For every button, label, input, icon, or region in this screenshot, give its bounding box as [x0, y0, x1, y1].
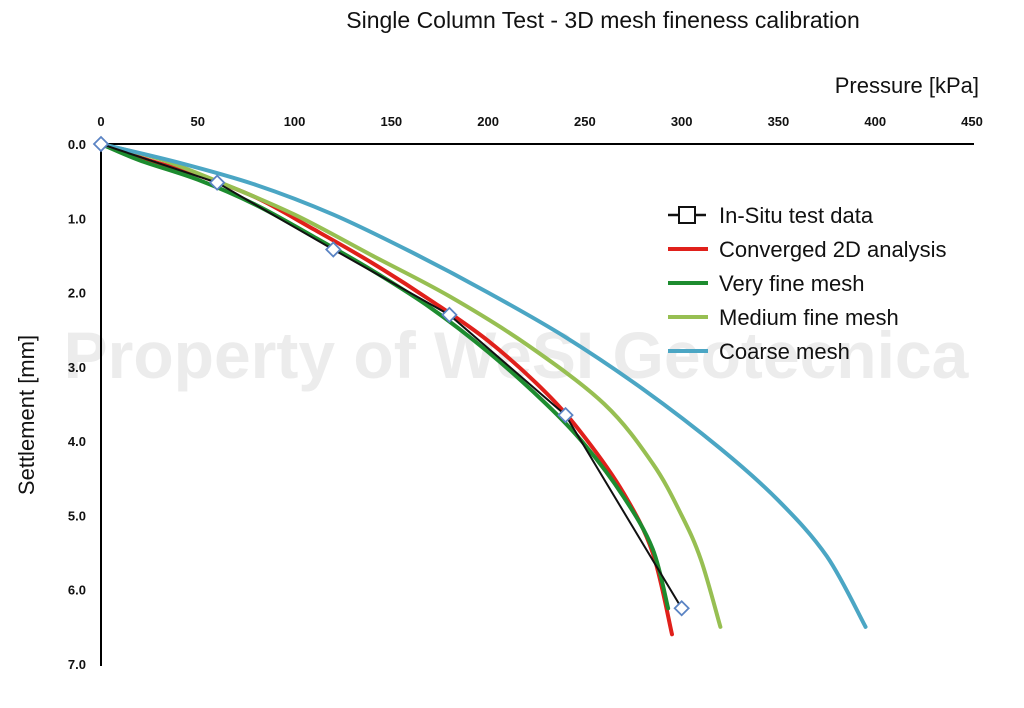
legend-label: Converged 2D analysis	[719, 237, 946, 262]
y-tick-label: 3.0	[68, 360, 86, 375]
data-point-marker	[673, 600, 690, 617]
y-tick-labels: 0.0 1.0 2.0 3.0 4.0 5.0 6.0 7.0	[68, 137, 86, 672]
x-tick-label: 350	[768, 114, 790, 129]
y-tick-label: 5.0	[68, 508, 86, 523]
legend-item-medium-fine-mesh: Medium fine mesh	[668, 305, 899, 330]
legend: In-Situ test data Converged 2D analysis Ve…	[668, 203, 946, 364]
x-tick-label: 0	[97, 114, 104, 129]
data-point-marker	[324, 241, 342, 258]
series-line-in-situ-test-data	[100, 143, 683, 609]
x-tick-label: 150	[380, 114, 402, 129]
data-point-marker	[557, 406, 574, 424]
legend-item-coarse-mesh: Coarse mesh	[668, 339, 850, 364]
x-tick-label: 100	[284, 114, 306, 129]
y-tick-label: 7.0	[68, 657, 86, 672]
legend-label: Very fine mesh	[719, 271, 865, 296]
legend-item-converged-2d-analysis: Converged 2D analysis	[668, 237, 946, 262]
data-point-marker	[441, 306, 458, 324]
chart-title: Single Column Test - 3D mesh fineness ca…	[346, 7, 860, 33]
y-tick-label: 0.0	[68, 137, 86, 152]
legend-marker	[678, 206, 696, 224]
x-tick-label: 250	[574, 114, 596, 129]
y-tick-label: 1.0	[68, 211, 86, 226]
legend-label: Coarse mesh	[719, 339, 850, 364]
x-tick-label: 450	[961, 114, 983, 129]
watermark-text: Property of WeSI Geotecnica	[64, 318, 970, 392]
data-point-marker	[92, 135, 110, 153]
y-tick-label: 2.0	[68, 286, 86, 301]
legend-item-in-situ-test-data: In-Situ test data	[668, 203, 874, 228]
legend-item-very-fine-mesh: Very fine mesh	[668, 271, 865, 296]
x-tick-label: 400	[864, 114, 886, 129]
legend-label: In-Situ test data	[719, 203, 874, 228]
y-tick-label: 6.0	[68, 583, 86, 598]
legend-label: Medium fine mesh	[719, 305, 899, 330]
x-tick-label: 200	[477, 114, 499, 129]
y-axis-label: Settlement [mm]	[14, 335, 39, 495]
x-tick-labels: 0 50 100 150 200 250 300 350 400 450	[97, 114, 982, 129]
x-tick-label: 300	[671, 114, 693, 129]
data-point-marker	[208, 174, 226, 191]
x-axis-label: Pressure [kPa]	[835, 73, 979, 98]
y-tick-label: 4.0	[68, 434, 86, 449]
series-layer	[92, 135, 868, 637]
series-line-coarse-mesh	[99, 142, 868, 629]
series-line-very-fine-mesh	[99, 142, 671, 611]
x-tick-label: 50	[191, 114, 205, 129]
